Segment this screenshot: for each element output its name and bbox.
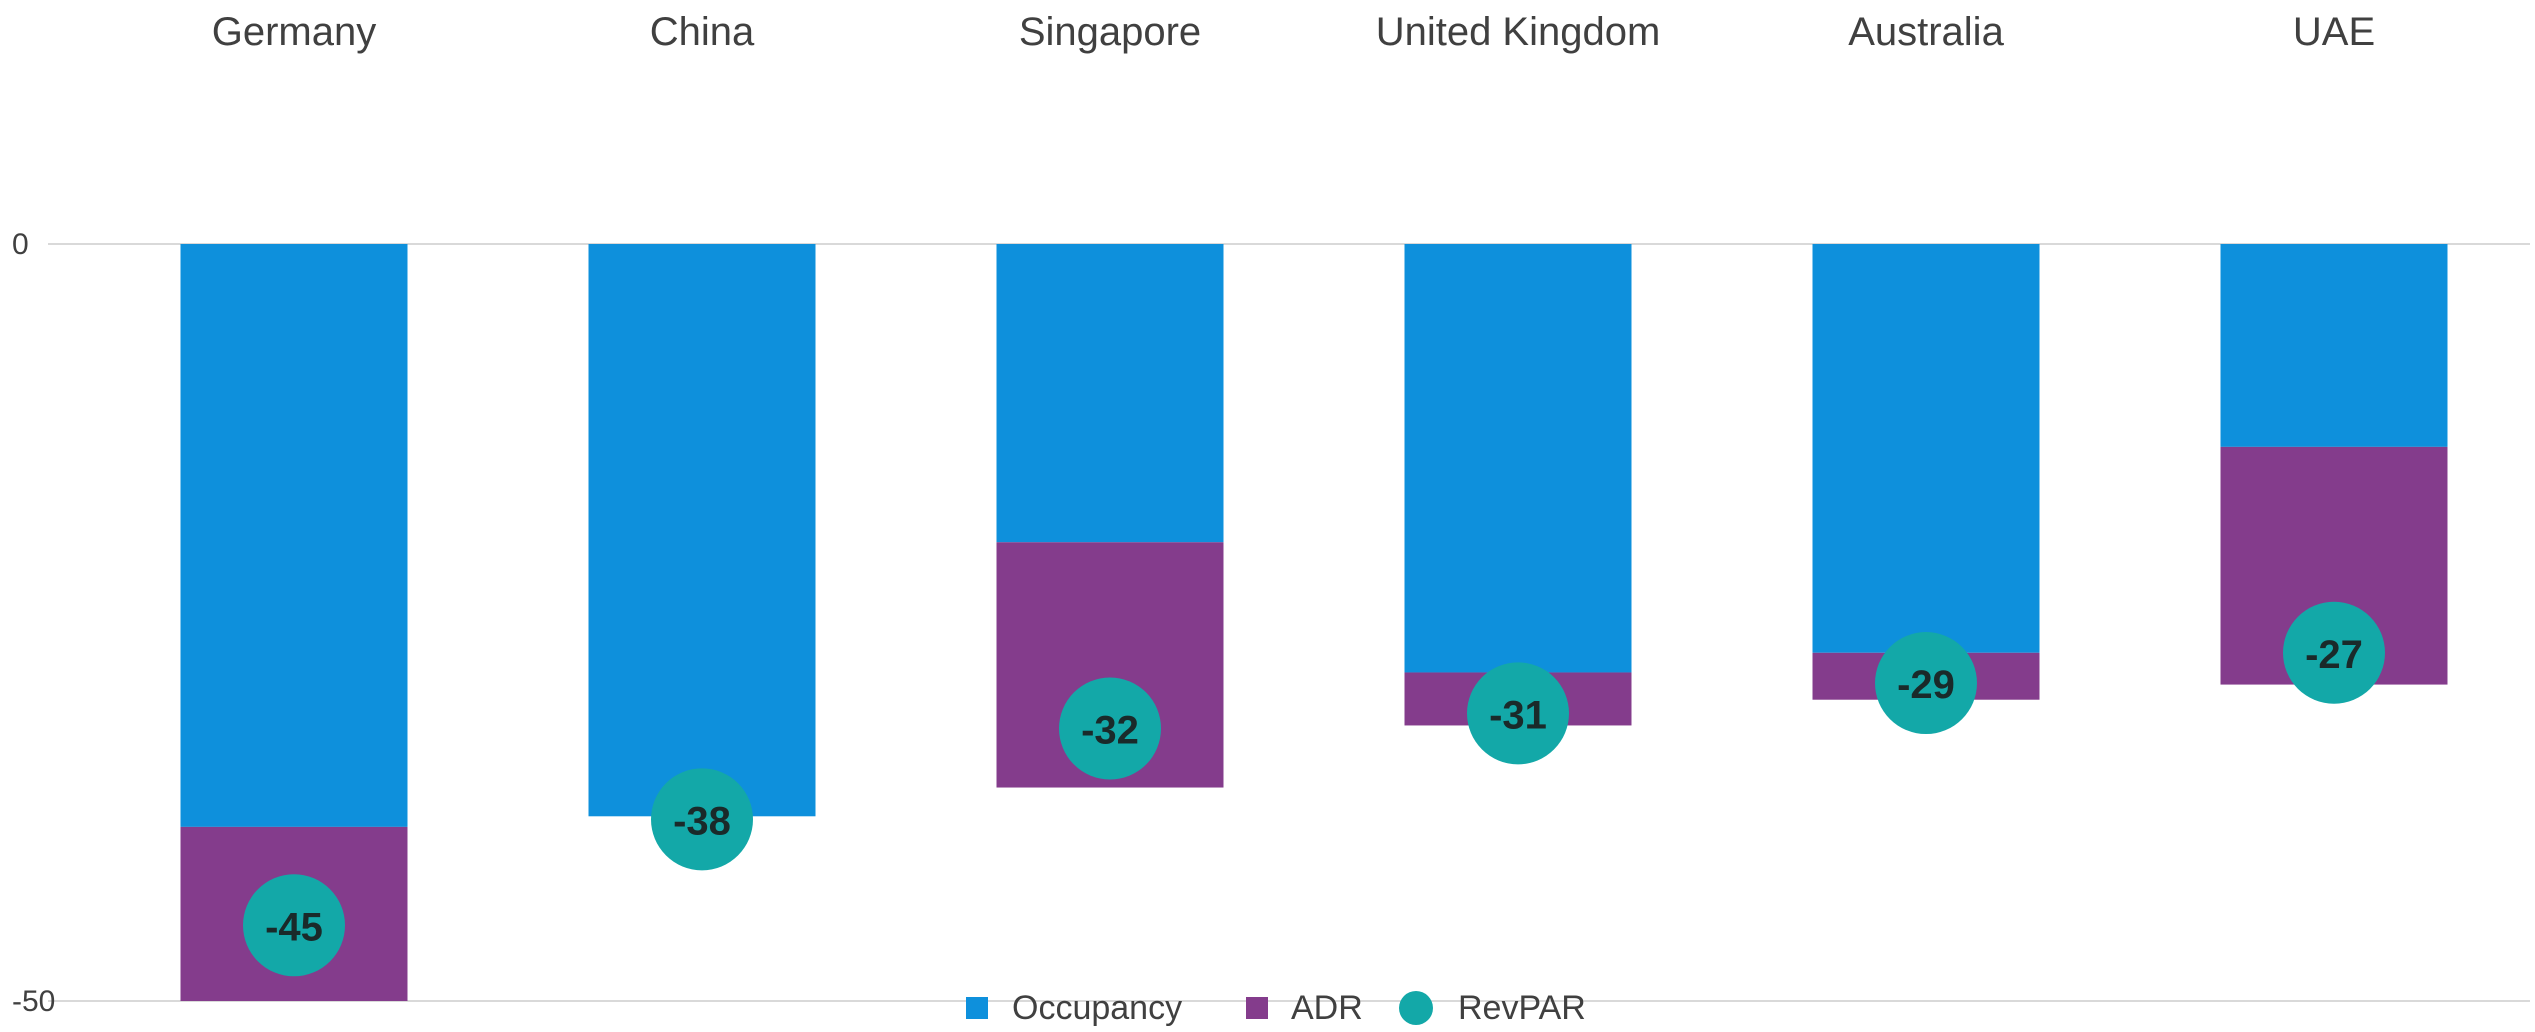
category-label: UAE	[2293, 10, 2375, 54]
bar-occupancy	[996, 244, 1224, 543]
data-label: -29	[1897, 663, 1955, 707]
revpar-marker	[1875, 632, 1977, 735]
category-label: Singapore	[1019, 10, 1201, 54]
y-tick-label: -50	[12, 985, 55, 1018]
legend: Occupancy ADR RevPAR	[966, 989, 1586, 1027]
legend-label: RevPAR	[1458, 989, 1586, 1027]
category-label: Germany	[212, 10, 377, 54]
y-tick-label: 0	[12, 228, 29, 261]
category-label: United Kingdom	[1376, 10, 1661, 54]
bar-occupancy	[2220, 244, 2448, 447]
category-labels: Germany China Singapore United Kingdom Austr…	[212, 10, 2375, 54]
data-label: -31	[1489, 693, 1547, 737]
axes: 0 -50	[12, 228, 2530, 1018]
revpar-marker	[651, 768, 753, 871]
category-label: Australia	[1848, 10, 2004, 54]
category-label: China	[650, 10, 755, 54]
legend-label: Occupancy	[1012, 989, 1182, 1027]
revpar-marker	[1059, 677, 1161, 780]
legend-label: ADR	[1291, 989, 1363, 1027]
revpar-marker	[243, 874, 345, 977]
legend-swatch	[1399, 991, 1433, 1025]
data-label: -45	[265, 905, 323, 949]
data-label: -27	[2305, 633, 2363, 677]
bar-occupancy	[180, 244, 408, 827]
revpar-marker	[1467, 662, 1569, 765]
legend-swatch	[966, 997, 988, 1019]
revpar-markers: -45 -38 -32 -31 -29 -27	[243, 601, 2385, 977]
bar-occupancy	[1812, 244, 2040, 653]
bar-occupancy	[588, 244, 816, 817]
bars	[180, 244, 2448, 1001]
revpar-marker	[2283, 601, 2385, 704]
bar-occupancy	[1404, 244, 1632, 673]
legend-swatch	[1246, 997, 1268, 1019]
data-label: -38	[673, 799, 731, 843]
data-label: -32	[1081, 708, 1139, 752]
